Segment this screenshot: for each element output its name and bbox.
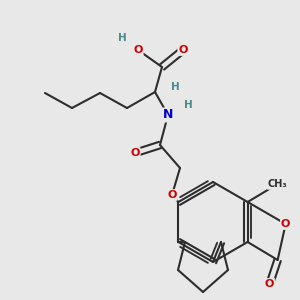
Text: O: O: [265, 279, 274, 289]
Text: O: O: [130, 148, 140, 158]
Text: O: O: [167, 190, 177, 200]
Text: CH₃: CH₃: [268, 179, 287, 189]
Text: N: N: [163, 109, 173, 122]
Text: O: O: [178, 45, 188, 55]
Text: O: O: [133, 45, 143, 55]
Text: H: H: [171, 82, 179, 92]
Text: O: O: [281, 219, 290, 229]
Text: H: H: [184, 100, 192, 110]
Text: H: H: [118, 33, 126, 43]
